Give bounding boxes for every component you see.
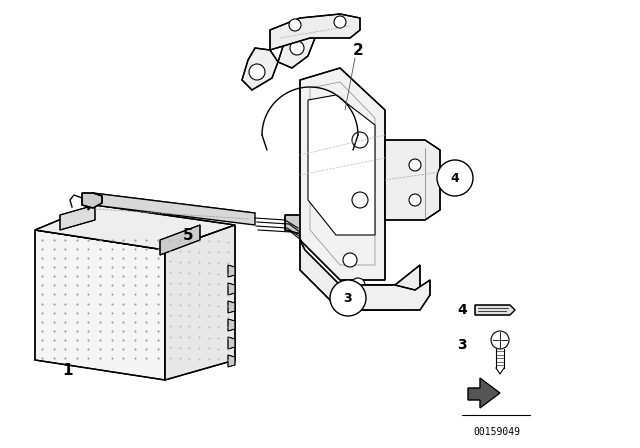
- Circle shape: [343, 253, 357, 267]
- Polygon shape: [35, 205, 235, 250]
- Circle shape: [304, 177, 316, 189]
- Text: 5: 5: [182, 228, 193, 242]
- Polygon shape: [228, 337, 235, 349]
- Text: 4: 4: [457, 303, 467, 317]
- Circle shape: [437, 160, 473, 196]
- Polygon shape: [300, 240, 420, 310]
- Polygon shape: [305, 220, 322, 234]
- Polygon shape: [228, 283, 235, 295]
- Polygon shape: [300, 68, 385, 280]
- Polygon shape: [228, 301, 235, 313]
- Circle shape: [290, 41, 304, 55]
- Circle shape: [289, 19, 301, 31]
- Polygon shape: [88, 193, 255, 225]
- Polygon shape: [340, 280, 430, 310]
- Polygon shape: [228, 265, 235, 277]
- Polygon shape: [242, 48, 278, 90]
- Polygon shape: [308, 95, 375, 235]
- Circle shape: [351, 278, 365, 292]
- Circle shape: [334, 16, 346, 28]
- Circle shape: [352, 192, 368, 208]
- Polygon shape: [475, 305, 515, 315]
- Text: 00159049: 00159049: [474, 427, 520, 437]
- Text: 3: 3: [457, 338, 467, 352]
- Polygon shape: [385, 140, 440, 220]
- Polygon shape: [165, 225, 235, 380]
- Polygon shape: [160, 225, 200, 255]
- Polygon shape: [60, 205, 95, 230]
- Polygon shape: [270, 14, 360, 50]
- Polygon shape: [468, 378, 500, 408]
- Circle shape: [330, 280, 366, 316]
- Polygon shape: [228, 355, 235, 367]
- Circle shape: [409, 159, 421, 171]
- Text: 4: 4: [451, 172, 460, 185]
- Circle shape: [249, 64, 265, 80]
- Polygon shape: [35, 230, 165, 380]
- Text: 3: 3: [344, 292, 352, 305]
- Circle shape: [409, 194, 421, 206]
- Polygon shape: [82, 193, 102, 208]
- Circle shape: [491, 331, 509, 349]
- Text: 1: 1: [63, 362, 73, 378]
- Polygon shape: [285, 215, 310, 235]
- Text: 2: 2: [353, 43, 364, 57]
- Polygon shape: [278, 28, 315, 68]
- Polygon shape: [228, 319, 235, 331]
- Polygon shape: [88, 193, 255, 218]
- Circle shape: [352, 132, 368, 148]
